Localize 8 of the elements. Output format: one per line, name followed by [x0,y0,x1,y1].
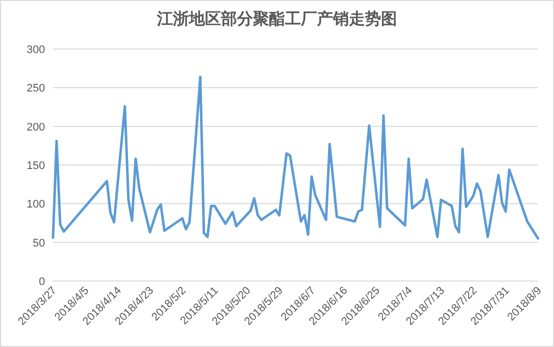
y-tick-label: 250 [26,82,45,95]
y-tick-label: 300 [26,44,45,56]
y-tick-label: 100 [26,198,45,211]
y-tick-label: 200 [26,121,45,134]
chart-title: 江浙地区部分聚酯工厂产销走势图 [156,9,397,28]
y-tick-label: 150 [26,160,45,172]
y-tick-label: 50 [32,237,45,250]
y-tick-label: 0 [38,276,45,288]
